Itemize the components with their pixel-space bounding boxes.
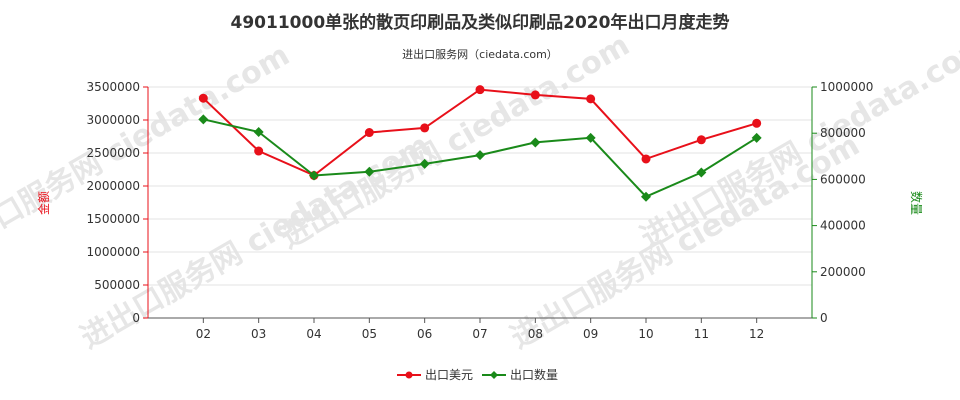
data-point-amount — [364, 128, 374, 138]
data-point-amount — [641, 154, 651, 164]
x-tick-label: 04 — [306, 327, 321, 341]
x-tick-label: 08 — [528, 327, 543, 341]
right-tick-label: 800000 — [820, 126, 866, 140]
left-tick-label: 2500000 — [87, 146, 140, 160]
x-ticks: 02 03 04 05 06 07 08 09 10 11 12 — [196, 318, 764, 341]
right-tick-label: 1000000 — [820, 80, 873, 94]
x-tick-label: 09 — [583, 327, 598, 341]
left-tick-label: 500000 — [94, 278, 140, 292]
data-point-amount — [475, 85, 485, 95]
data-point-quantity — [309, 170, 319, 181]
series-layer — [198, 85, 762, 202]
data-point-amount — [530, 90, 540, 100]
right-tick-label: 600000 — [820, 172, 866, 186]
right-tick-label: 400000 — [820, 219, 866, 233]
x-tick-label: 06 — [417, 327, 432, 341]
left-tick-label: 1500000 — [87, 212, 140, 226]
legend-marker-amount — [405, 371, 413, 379]
data-point-quantity — [751, 132, 762, 143]
left-tick-label: 3000000 — [87, 113, 140, 127]
data-point-amount — [198, 93, 208, 103]
chart-title: 49011000单张的散页印刷品及类似印刷品2020年出口月度走势 — [231, 12, 730, 33]
data-point-amount — [254, 146, 264, 156]
legend-item-amount[interactable]: 出口美元 — [397, 368, 473, 382]
data-point-amount — [752, 118, 762, 128]
legend-label-quantity: 出口数量 — [510, 367, 558, 382]
data-point-quantity — [475, 150, 485, 161]
x-tick-label: 10 — [638, 327, 653, 341]
watermark-text: 进出口服务网 ciedata.com — [275, 28, 636, 256]
x-tick-label: 07 — [472, 327, 487, 341]
data-point-quantity — [696, 167, 707, 178]
x-tick-label: 02 — [196, 327, 211, 341]
left-tick-label: 0 — [132, 311, 140, 325]
data-point-quantity — [641, 191, 651, 202]
right-tick-label: 200000 — [820, 265, 866, 279]
legend-marker-quantity — [490, 371, 498, 379]
right-y-ticks: 0 200000 400000 600000 800000 1000000 — [812, 80, 873, 325]
data-point-quantity — [253, 127, 264, 138]
watermark-text: 进出口服务网 ciedata.com — [635, 28, 960, 256]
data-point-amount — [696, 135, 706, 145]
x-tick-label: 11 — [694, 327, 709, 341]
chart-subtitle: 进出口服务网（ciedata.com） — [402, 47, 558, 61]
data-point-quantity — [364, 166, 375, 177]
x-tick-label: 12 — [749, 327, 764, 341]
data-point-amount — [586, 94, 596, 104]
data-point-quantity — [585, 132, 596, 143]
left-tick-label: 3500000 — [87, 80, 140, 94]
data-point-quantity — [530, 137, 541, 148]
right-tick-label: 0 — [820, 311, 828, 325]
data-point-amount — [420, 123, 430, 133]
legend: 出口美元 出口数量 — [397, 367, 558, 382]
x-tick-label: 03 — [251, 327, 266, 341]
left-y-ticks: 0 500000 1000000 1500000 2000000 2500000 30000… — [87, 80, 148, 325]
left-axis-title: 金额 — [36, 191, 51, 215]
left-tick-label: 2000000 — [87, 179, 140, 193]
data-point-quantity — [419, 158, 430, 169]
x-tick-label: 05 — [362, 327, 377, 341]
left-tick-label: 1000000 — [87, 245, 140, 259]
data-point-quantity — [198, 114, 209, 125]
legend-label-amount: 出口美元 — [425, 368, 473, 382]
legend-item-quantity[interactable]: 出口数量 — [482, 367, 558, 382]
right-axis-title: 数量 — [909, 191, 924, 215]
watermark-layer: 进出口服务网 ciedata.com 进出口服务网 ciedata.com进出口服… — [0, 28, 960, 356]
